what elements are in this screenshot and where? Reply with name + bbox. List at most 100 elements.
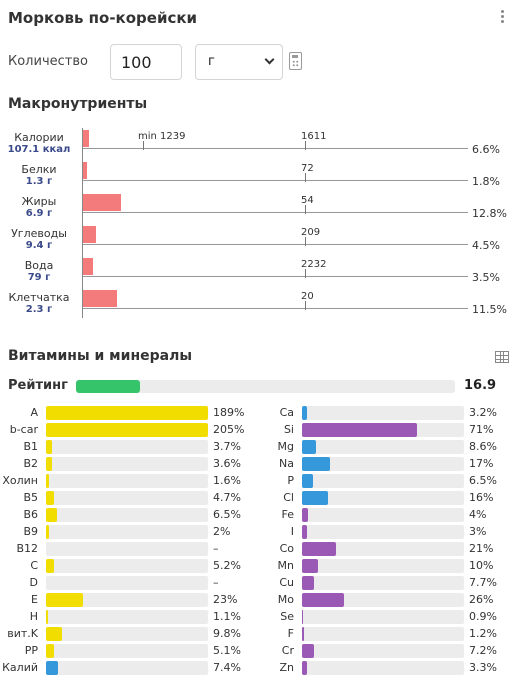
nutrient-percent: 7.2% — [469, 644, 497, 657]
nutrient-bar-fill — [302, 627, 304, 641]
nutrient-bar-fill — [46, 423, 208, 437]
table-view-icon[interactable] — [495, 351, 509, 363]
nutrient-percent: 8.6% — [469, 440, 497, 453]
macro-norm-tick — [305, 205, 306, 214]
vitamins-list: A 189% b-car 205% B1 3.7% B2 3.6% Холин 1.6% B5 4.7… — [0, 405, 256, 677]
macro-percent: 3.5% — [472, 271, 500, 284]
nutrient-name: Калий — [2, 661, 38, 674]
nutrient-percent: 16% — [469, 491, 494, 504]
rating-bar — [76, 380, 455, 393]
nutrient-percent: – — [213, 542, 219, 555]
macro-norm-label: 209 — [301, 227, 321, 238]
nutrient-row: F 1.2% — [256, 626, 512, 643]
macro-bar — [83, 130, 89, 147]
nutrient-row: B9 2% — [0, 524, 256, 541]
nutrient-bar-track — [302, 457, 464, 471]
quantity-label: Количество — [8, 54, 88, 69]
nutrient-bar-track — [46, 610, 208, 624]
nutrient-bar-track — [46, 491, 208, 505]
nutrient-percent: 0.9% — [469, 610, 497, 623]
nutrient-percent: 5.2% — [213, 559, 241, 572]
macro-percent: 12.8% — [472, 207, 507, 220]
nutrient-bar-fill — [302, 610, 304, 624]
nutrient-row: Калий 7.4% — [0, 660, 256, 677]
macro-row: Белки 1.3 г 72 1.8% — [0, 160, 512, 192]
nutrient-percent: 5.1% — [213, 644, 241, 657]
nutrient-bar-track — [302, 406, 464, 420]
macro-percent: 4.5% — [472, 239, 500, 252]
macro-row: Клетчатка 2.3 г 20 11.5% — [0, 288, 512, 320]
nutrient-bar-fill — [302, 644, 314, 658]
macro-bar — [83, 290, 117, 307]
calculator-icon[interactable] — [289, 52, 302, 70]
nutrient-name: Na — [279, 457, 294, 470]
nutrient-name: B1 — [23, 440, 38, 453]
nutrient-bar-track — [302, 627, 464, 641]
macro-amount: 6.9 г — [25, 208, 53, 219]
nutrient-row: Cu 7.7% — [256, 575, 512, 592]
nutrient-percent: – — [213, 576, 219, 589]
macro-bar — [83, 226, 96, 243]
nutrient-row: B1 3.7% — [0, 439, 256, 456]
macronutrients-heading: Макронутриенты — [8, 96, 148, 112]
nutrient-bar-track — [46, 440, 208, 454]
macro-name: Вода 79 г — [0, 260, 78, 284]
macro-min-tick — [143, 141, 144, 150]
macro-baseline — [83, 180, 468, 181]
more-options-icon[interactable] — [494, 8, 510, 28]
nutrient-bar-fill — [302, 593, 345, 607]
macro-name: Углеводы 9.4 г — [0, 228, 78, 252]
nutrient-bar-track — [302, 593, 464, 607]
macro-label: Белки — [21, 163, 57, 176]
nutrient-percent: 3.3% — [469, 661, 497, 674]
quantity-input[interactable] — [110, 44, 182, 80]
nutrient-name: Cl — [283, 491, 294, 504]
nutrient-name: Mn — [277, 559, 294, 572]
nutrient-row: Si 71% — [256, 422, 512, 439]
nutrient-name: B2 — [23, 457, 38, 470]
nutrient-percent: 71% — [469, 423, 494, 436]
macro-amount: 9.4 г — [25, 240, 53, 251]
macro-baseline — [83, 244, 468, 245]
nutrient-percent: 6.5% — [469, 474, 497, 487]
nutrient-bar-track — [46, 627, 208, 641]
nutrient-name: A — [30, 406, 38, 419]
macro-norm-label: 54 — [301, 195, 314, 206]
nutrient-bar-track — [302, 440, 464, 454]
macro-percent: 1.8% — [472, 175, 500, 188]
nutrient-name: PP — [24, 644, 38, 657]
macro-norm-tick — [305, 173, 306, 182]
nutrient-bar-fill — [46, 508, 57, 522]
nutrient-row: P 6.5% — [256, 473, 512, 490]
nutrient-bar-track — [46, 576, 208, 590]
nutrient-bar-fill — [46, 525, 50, 539]
macro-norm-label: 20 — [301, 291, 314, 302]
nutrient-bar-fill — [46, 593, 84, 607]
nutrient-name: Cr — [281, 644, 294, 657]
nutrient-row: B5 4.7% — [0, 490, 256, 507]
macro-amount: 1.3 г — [25, 176, 53, 187]
nutrient-bar-fill — [302, 525, 307, 539]
nutrient-percent: 3.7% — [213, 440, 241, 453]
nutrient-percent: 189% — [213, 406, 245, 419]
nutrient-name: Co — [279, 542, 294, 555]
macro-norm-tick — [305, 301, 306, 310]
nutrient-row: C 5.2% — [0, 558, 256, 575]
nutrient-percent: 7.7% — [469, 576, 497, 589]
unit-select[interactable]: г — [195, 44, 283, 80]
nutrient-percent: 4% — [469, 508, 487, 521]
nutrient-bar-fill — [46, 440, 53, 454]
macro-bar — [83, 194, 121, 211]
nutrient-name: Cu — [279, 576, 294, 589]
macro-name: Жиры 6.9 г — [0, 196, 78, 220]
macro-bar — [83, 258, 93, 275]
nutrient-name: D — [29, 576, 38, 589]
nutrient-bar-track — [302, 576, 464, 590]
macro-min-label: min 1239 — [138, 131, 186, 142]
macro-row: Жиры 6.9 г 54 12.8% — [0, 192, 512, 224]
nutrient-bar-fill — [46, 457, 52, 471]
macro-norm-tick — [305, 141, 306, 150]
nutrient-bar-track — [46, 457, 208, 471]
nutrient-bar-track — [302, 525, 464, 539]
nutrient-row: I 3% — [256, 524, 512, 541]
